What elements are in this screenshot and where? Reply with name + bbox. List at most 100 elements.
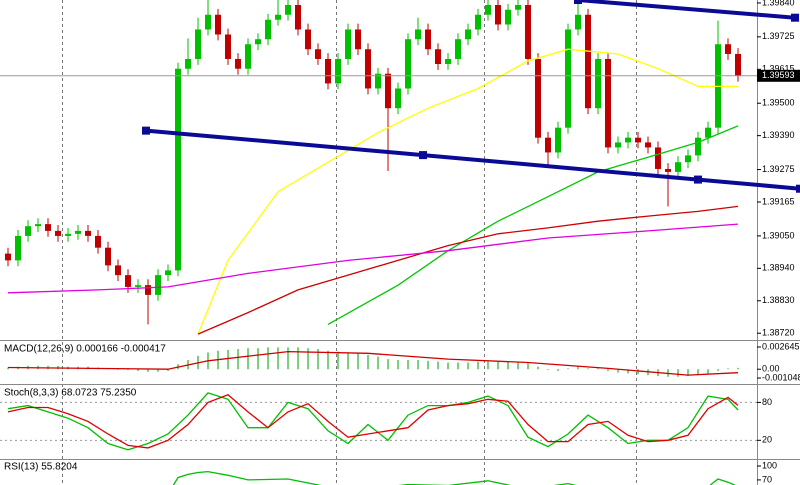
current-price-box [757, 69, 800, 82]
trendline-anchor [574, 0, 582, 4]
pane [0, 392, 757, 451]
candle-body [615, 142, 621, 148]
y-tick-label: 0.002645 [762, 341, 800, 351]
macd-bar [267, 347, 269, 370]
trendline-anchor [791, 13, 799, 22]
candle-body [205, 14, 211, 30]
macd-bar [427, 360, 429, 370]
candle-body [395, 88, 401, 109]
macd-bar [497, 361, 499, 370]
candle-body [665, 168, 671, 172]
candle-body [45, 224, 51, 231]
candle-body [215, 14, 221, 35]
macd-bar [587, 368, 589, 370]
macd-bar [347, 352, 349, 370]
candle-body [655, 147, 661, 169]
candle-body [685, 155, 691, 163]
y-tick-label: 80 [762, 397, 772, 407]
pane-title: RSI(13) 55.8204 [4, 462, 78, 473]
macd-bar [397, 359, 399, 370]
candle-body [55, 230, 61, 236]
trendline-anchor [694, 175, 702, 184]
indicator-line [197, 205, 739, 335]
indicator-line [197, 48, 738, 335]
macd-bar [147, 369, 149, 372]
macd-bar [227, 349, 229, 370]
candle-body [25, 226, 31, 236]
candle-body [405, 39, 411, 89]
macd-bar [677, 369, 679, 377]
trendline [577, 0, 796, 20]
macd-bar [577, 366, 579, 370]
y-tick-label: 1.39390 [762, 130, 795, 140]
y-tick-label: 1.38830 [762, 295, 795, 305]
candle-body [705, 127, 711, 138]
macd-bar [317, 349, 319, 370]
macd-bar [137, 369, 139, 371]
y-tick-label: 1.38720 [762, 328, 795, 338]
macd-bar [437, 361, 439, 370]
macd-bar [607, 369, 609, 371]
pane [7, 347, 739, 377]
candle-body [695, 137, 701, 156]
candle-body [235, 58, 241, 69]
candle-body [435, 49, 441, 64]
candle-body [245, 44, 251, 69]
macd-bar [167, 369, 169, 371]
macd-bar [257, 348, 259, 370]
candle-body [735, 53, 741, 76]
macd-bar [377, 356, 379, 370]
macd-bar [697, 369, 699, 376]
current-price-label: 1.39593 [762, 70, 795, 80]
candle-body [5, 253, 11, 261]
candle-body [105, 247, 111, 266]
candle-body [375, 73, 381, 89]
y-tick-label: 100 [762, 460, 777, 470]
macd-bar [157, 369, 159, 372]
macd-bar [517, 361, 519, 370]
candle-body [325, 58, 331, 84]
candle-body [15, 235, 21, 261]
macd-bar [247, 348, 249, 370]
candle-body [645, 142, 651, 148]
macd-bar [357, 353, 359, 370]
macd-bar [487, 361, 489, 370]
y-tick-label: 1.39725 [762, 31, 795, 41]
indicator-line [7, 394, 739, 449]
macd-bar [447, 362, 449, 370]
macd-bar [417, 359, 419, 370]
candle-body [585, 14, 591, 109]
candle-body [535, 58, 541, 138]
candle-body [305, 29, 311, 50]
candle-body [65, 233, 71, 236]
trendline [145, 128, 800, 191]
candle-body [125, 275, 131, 287]
y-tick-label: 70 [762, 474, 772, 484]
candle-body [315, 49, 321, 59]
y-tick-label: 20 [762, 435, 772, 445]
candle-body [365, 49, 371, 89]
macd-bar [337, 351, 339, 370]
macd-bar [117, 369, 119, 370]
macd-bar [557, 369, 559, 371]
candle-body [415, 29, 421, 40]
macd-bar [277, 347, 279, 370]
trendline-anchor [419, 151, 427, 160]
macd-bar [567, 368, 569, 370]
indicator-line [327, 125, 739, 325]
candle-body [155, 275, 161, 295]
indicator-line [7, 223, 739, 294]
macd-bar [477, 361, 479, 370]
macd-bar [467, 362, 469, 370]
candle-body [445, 58, 451, 64]
candle-body [475, 14, 481, 30]
candle-body [625, 137, 631, 143]
y-tick-label: 1.39500 [762, 98, 795, 108]
candle-body [285, 5, 291, 15]
candle-body [385, 73, 391, 109]
candle-body [495, 5, 501, 25]
trendlines [142, 0, 800, 193]
macd-bar [737, 367, 739, 370]
